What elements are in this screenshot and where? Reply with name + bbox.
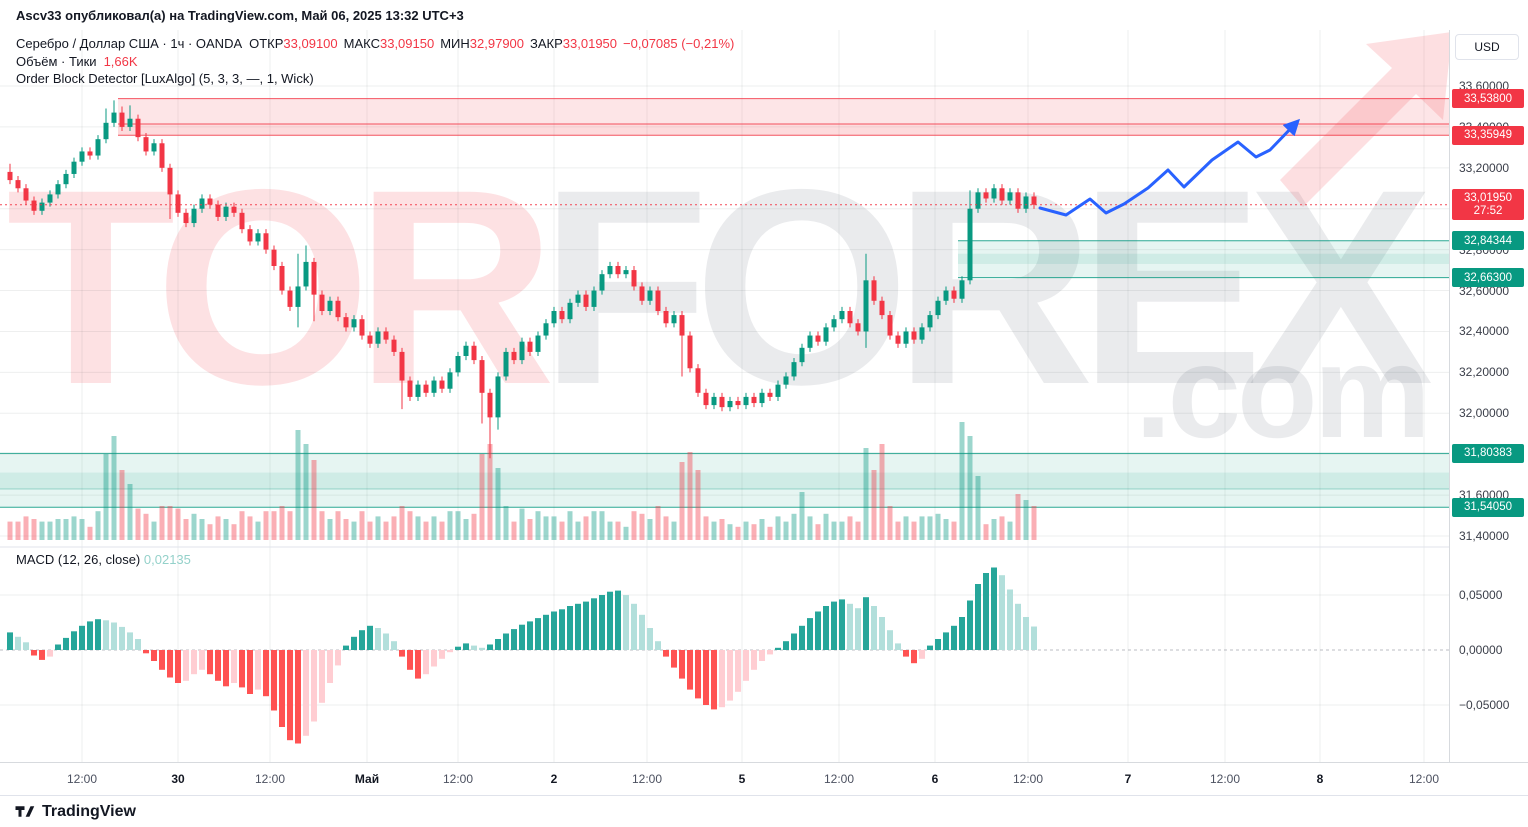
time-axis-label: 5	[738, 772, 746, 786]
ohlc-values: ОТКР33,09100 МАКС33,09150 МИН32,97900 ЗАКР3…	[249, 36, 623, 51]
ohlc-key: МАКС	[343, 36, 380, 51]
change-value: −0,07085 (−0,21%)	[623, 36, 735, 51]
macd-legend: MACD (12, 26, close) 0,02135	[16, 552, 191, 567]
time-axis-label: Май	[354, 772, 380, 786]
price-axis[interactable]: USD 33,6000033,4000033,2000033,0000032,8…	[1449, 30, 1528, 762]
chart-plot-area[interactable]: TORFOREX .com Серебро / Доллар США · 1ч …	[0, 30, 1449, 762]
legend-row-volume: Объём · Тики 1,66K	[16, 53, 734, 71]
tradingview-logo-icon[interactable]	[14, 801, 35, 822]
symbol-title: Серебро / Доллар США · 1ч · OANDA	[16, 36, 243, 51]
time-axis-label: 7	[1124, 772, 1132, 786]
legend-row-indicator: Order Block Detector [LuxAlgo] (5, 3, 3,…	[16, 70, 734, 88]
footer-bar: TradingView	[0, 795, 1528, 827]
share-text: Ascv33 опубликовал(а) на TradingView.com…	[16, 8, 464, 23]
tradingview-wordmark[interactable]: TradingView	[42, 802, 136, 820]
time-axis-label: 12:00	[631, 772, 663, 786]
macd-axis-label: 0,00000	[1459, 643, 1503, 657]
ohlc-key: МИН	[440, 36, 470, 51]
time-axis-label: 12:00	[823, 772, 855, 786]
price-axis-label: 33,20000	[1459, 160, 1510, 175]
time-axis-label: 12:00	[254, 772, 286, 786]
time-axis-label: 12:00	[66, 772, 98, 786]
time-axis-label: 12:00	[1408, 772, 1440, 786]
price-level-badge: 32,84344	[1452, 231, 1524, 251]
price-level-badge: 33,53800	[1452, 89, 1524, 109]
ohlc-key: ЗАКР	[530, 36, 563, 51]
currency-toggle-button[interactable]: USD	[1455, 34, 1519, 60]
macd-axis-label: 0,05000	[1459, 588, 1503, 602]
price-axis-label: 32,20000	[1459, 365, 1510, 380]
ohlc-key: ОТКР	[249, 36, 284, 51]
time-axis-label: 2	[550, 772, 558, 786]
chart-legend: Серебро / Доллар США · 1ч · OANDA ОТКР33,…	[16, 35, 734, 88]
ohlc-value: 33,09100	[283, 36, 338, 51]
share-header: Ascv33 опубликовал(а) на TradingView.com…	[0, 0, 1528, 30]
macd-title: MACD (12, 26, close)	[16, 552, 141, 567]
price-axis-label: 32,00000	[1459, 406, 1510, 421]
volume-label: Объём · Тики	[16, 53, 97, 69]
legend-row-symbol: Серебро / Доллар США · 1ч · OANDA ОТКР33,…	[16, 35, 734, 53]
macd-axis-label: −0,05000	[1459, 698, 1510, 712]
price-axis-label: 32,40000	[1459, 324, 1510, 339]
time-axis-label: 12:00	[1209, 772, 1241, 786]
price-axis-label: 31,40000	[1459, 529, 1510, 543]
time-axis-label: 12:00	[442, 772, 474, 786]
ohlc-value: 33,09150	[379, 36, 435, 51]
ohlc-value: 33,01950	[562, 36, 618, 51]
chart-svg[interactable]	[0, 30, 1449, 762]
price-level-badge: 32,66300	[1452, 268, 1524, 288]
volume-value: 1,66K	[103, 53, 138, 69]
price-level-badge: 31,54050	[1452, 497, 1524, 517]
last-price-badge: 33,01950 27:52	[1452, 189, 1524, 221]
time-axis[interactable]: 12:00 30 12:00 Май 12:00 2 12:00 5 12:00 6 12:00 7 1…	[0, 762, 1528, 796]
price-axis-label: 32,60000	[1459, 283, 1510, 298]
indicator-title: Order Block Detector [LuxAlgo] (5, 3, 3,…	[16, 71, 314, 86]
price-level-badge: 33,35949	[1452, 125, 1524, 145]
price-level-badge: 31,80383	[1452, 443, 1524, 463]
time-axis-label: 6	[931, 772, 939, 786]
time-axis-label: 12:00	[1012, 772, 1044, 786]
ohlc-value: 32,97900	[469, 36, 525, 51]
time-axis-label: 8	[1316, 772, 1324, 786]
macd-current-value: 0,02135	[143, 552, 191, 567]
time-axis-label: 30	[171, 772, 185, 786]
